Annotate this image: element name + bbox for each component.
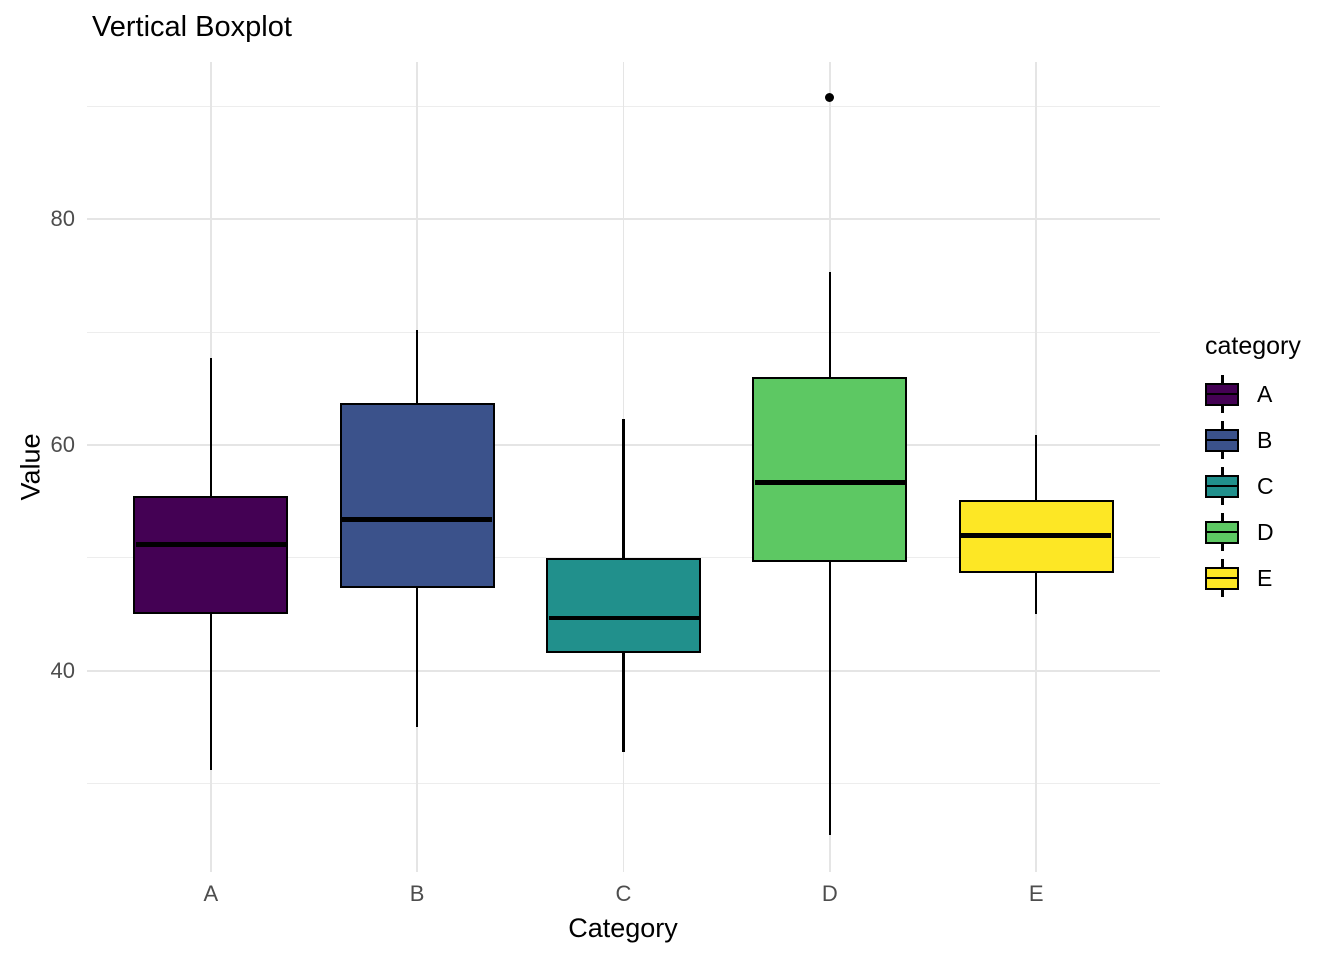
y-tick-label-60: 60 bbox=[50, 431, 75, 457]
plot-title: Vertical Boxplot bbox=[92, 11, 292, 43]
box-D bbox=[752, 377, 908, 563]
legend-key-boxplot-glyph-A bbox=[1203, 373, 1241, 415]
x-axis-title: Category bbox=[568, 913, 678, 943]
y-tick-label-80: 80 bbox=[50, 206, 75, 232]
x-tick-label-C: C bbox=[615, 881, 632, 906]
x-tick-label-E: E bbox=[1028, 881, 1044, 906]
legend-item-D: D bbox=[1203, 509, 1344, 555]
legend-key-median bbox=[1207, 576, 1237, 579]
x-tick-label-D: D bbox=[821, 881, 838, 906]
legend-item-A: A bbox=[1203, 371, 1344, 417]
legend-key-boxplot-glyph-D bbox=[1203, 511, 1241, 553]
box-A bbox=[133, 495, 289, 615]
legend-key-median bbox=[1207, 484, 1237, 487]
outlier-D bbox=[825, 92, 835, 102]
legend-label-E: E bbox=[1257, 564, 1273, 591]
legend-label-D: D bbox=[1257, 518, 1274, 545]
legend-key-boxplot-glyph-B bbox=[1203, 419, 1241, 461]
y-tick-label-40: 40 bbox=[50, 657, 75, 683]
legend-key-boxplot-glyph-E bbox=[1203, 557, 1241, 599]
legend-key-median bbox=[1207, 530, 1237, 533]
median-C bbox=[548, 615, 699, 621]
legend-label-C: C bbox=[1257, 472, 1274, 499]
median-D bbox=[754, 480, 905, 485]
legend-item-B: B bbox=[1203, 417, 1344, 463]
legend-item-C: C bbox=[1203, 463, 1344, 509]
legend-key-median bbox=[1207, 438, 1237, 441]
y-axis-title: Value bbox=[15, 433, 46, 501]
legend-label-A: A bbox=[1257, 380, 1273, 407]
legend-title: category bbox=[1205, 332, 1301, 360]
box-C bbox=[546, 557, 701, 653]
median-E bbox=[961, 533, 1112, 538]
x-tick-label-A: A bbox=[203, 881, 219, 906]
plot-panel bbox=[87, 62, 1160, 872]
median-B bbox=[342, 517, 493, 522]
x-tick-label-B: B bbox=[409, 881, 425, 906]
legend-key-median bbox=[1207, 392, 1237, 395]
median-A bbox=[135, 542, 286, 547]
legend-item-E: E bbox=[1203, 555, 1344, 601]
box-B bbox=[339, 403, 495, 589]
legend-label-B: B bbox=[1257, 426, 1273, 453]
legend-key-boxplot-glyph-C bbox=[1203, 465, 1241, 507]
